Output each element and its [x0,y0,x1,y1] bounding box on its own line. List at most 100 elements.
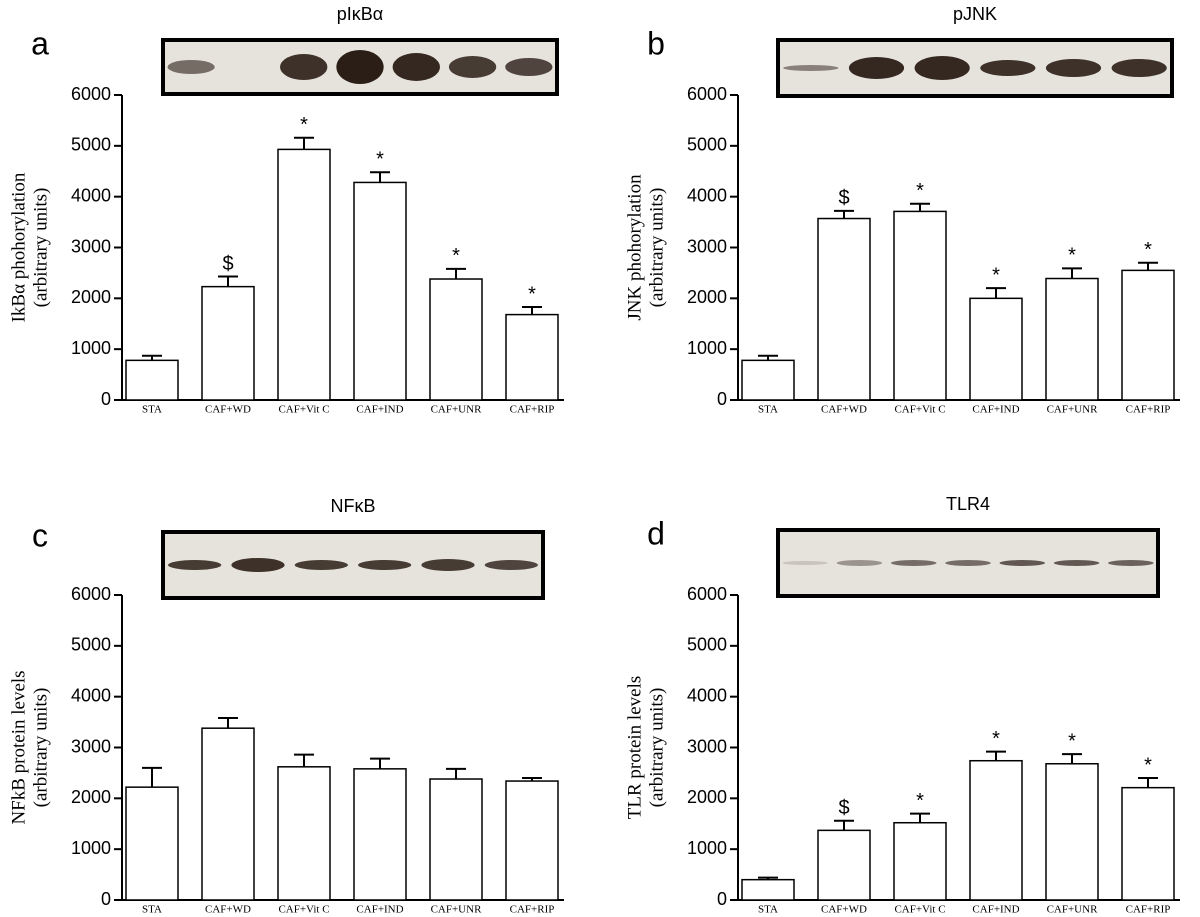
y-label-line: NFkB protein levels [8,670,29,824]
x-tick-label: CAF+RIP [1126,404,1171,416]
significance-mark: * [992,728,1000,750]
blot-band [280,54,328,80]
y-tick-label: 3000 [687,736,727,756]
x-tick-label: CAF+Vit C [278,904,329,916]
bar [277,148,331,401]
blot-band [294,560,348,570]
y-tick-label: 5000 [687,135,727,155]
blot-band [421,559,475,571]
blot-band [505,58,553,76]
x-tick-label: CAF+WD [205,904,251,916]
y-tick-label: 1000 [687,838,727,858]
x-tick-label: CAF+RIP [1126,904,1171,916]
y-tick-label: 2000 [687,287,727,307]
bar [277,766,331,901]
panel: pJNK b 0 1000 2000 3000 4000 5000 6000 JNK phohor… [624,4,1180,416]
bar [201,727,255,901]
significance-mark: * [452,245,460,267]
significance-mark: $ [838,187,849,209]
panel-title: NFκB [331,496,376,516]
bar [353,181,407,401]
blot-band [782,561,828,565]
y-tick-label: 4000 [687,685,727,705]
bar [741,878,795,901]
blot-band [999,560,1046,566]
x-tick-label: CAF+Vit C [894,904,945,916]
x-tick-label: CAF+IND [356,904,403,916]
blot-band [336,50,384,84]
y-label-line: (arbitrary units) [30,188,51,308]
bar [125,786,179,901]
panel-letter: b [647,25,665,61]
y-label-line: (arbitrary units) [30,688,51,808]
y-axis-label: NFkB protein levels (arbitrary units) [8,670,51,824]
panel-title: TLR4 [946,494,990,514]
x-tick-label: CAF+WD [821,904,867,916]
y-tick-label: 3000 [687,236,727,256]
bar [353,768,407,901]
x-tick-label: CAF+RIP [510,904,555,916]
significance-mark: * [1144,239,1152,261]
bar [969,297,1023,401]
significance-mark: * [300,114,308,136]
blot-band [484,560,538,570]
blot-band [1111,59,1167,77]
bar [429,778,483,901]
bar [969,759,1023,901]
y-label-line: IkBα phohorylation [8,172,29,322]
blot-band [1108,560,1154,566]
x-tick-label: CAF+RIP [510,404,555,416]
blot-band [836,560,883,566]
y-tick-label: 4000 [687,185,727,205]
panel-title: pJNK [953,4,997,24]
blot-band [890,560,937,566]
y-label-line: (arbitrary units) [646,188,667,308]
x-tick-label: STA [142,404,162,416]
blot-band [392,53,440,81]
y-tick-label: 4000 [71,685,111,705]
x-tick-label: CAF+IND [972,904,1019,916]
blot-band [448,56,497,78]
y-tick-label: 1000 [687,338,727,358]
significance-mark: * [1144,754,1152,776]
significance-mark: $ [222,253,233,275]
blot-band [914,56,970,80]
x-tick-label: STA [758,904,778,916]
significance-mark: * [916,790,924,812]
significance-mark: * [1068,245,1076,267]
x-tick-label: STA [758,404,778,416]
y-tick-label: 5000 [71,635,111,655]
blot-band [848,57,905,79]
y-label-line: (arbitrary units) [646,688,667,808]
significance-mark: * [376,149,384,171]
y-axis-label: TLR protein levels (arbitrary units) [624,676,667,820]
y-tick-label: 0 [717,389,727,409]
significance-mark: $ [838,797,849,819]
panel: TLR4 d 0 1000 2000 3000 4000 5000 6000 TLR protei… [624,494,1180,916]
blot-background [161,530,545,600]
y-tick-label: 2000 [71,287,111,307]
x-tick-label: CAF+UNR [1047,904,1098,916]
bar [201,285,255,401]
bar [893,821,947,901]
blot-band [783,65,839,71]
significance-mark: * [1068,730,1076,752]
y-tick-label: 1000 [71,338,111,358]
bar [1045,763,1099,901]
blot-band [1045,59,1102,77]
y-axis-label: IkBα phohorylation (arbitrary units) [8,172,51,322]
y-tick-label: 5000 [71,135,111,155]
y-tick-label: 3000 [71,236,111,256]
y-tick-label: 6000 [687,584,727,604]
blot-band [1053,560,1100,566]
bar [893,210,947,401]
bar [817,829,871,901]
panel-letter: c [32,517,48,553]
significance-mark: * [992,264,1000,286]
x-tick-label: CAF+UNR [1047,404,1098,416]
x-tick-label: STA [142,904,162,916]
blot-background [776,38,1174,98]
y-tick-label: 5000 [687,635,727,655]
panel: NFκB c 0 1000 2000 3000 4000 5000 6000 NFkB prote… [8,496,564,916]
